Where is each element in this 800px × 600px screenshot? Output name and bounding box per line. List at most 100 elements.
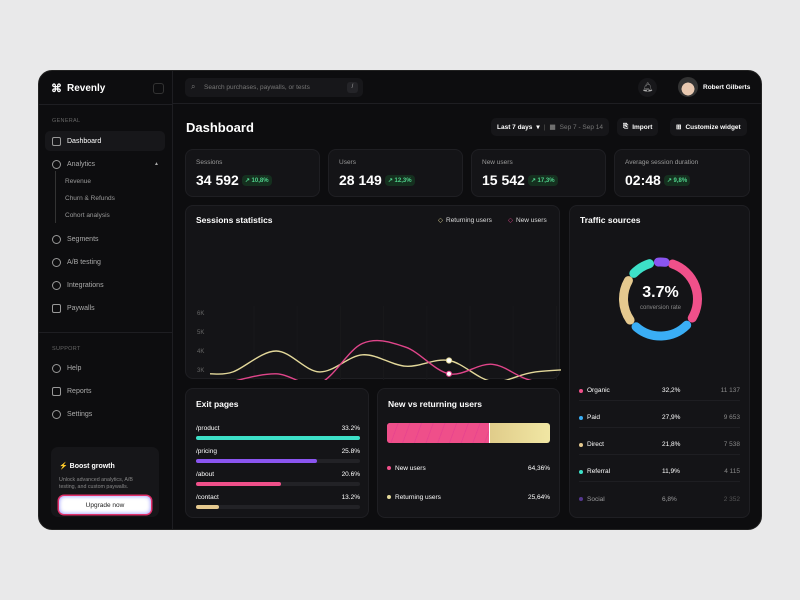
kpi-value: 28 149 ↗ 12,3% [339,172,415,188]
sidebar-item-settings[interactable]: Settings [45,404,165,424]
label: Paywalls [67,304,95,312]
label: Segments [67,235,99,243]
bell-icon[interactable]: 🔔︎ [638,78,657,97]
layout-icon: ⊞ [676,124,682,131]
source-pct: 32,2% [662,387,681,394]
progress-fill [196,482,282,486]
range-select[interactable]: Last 7 days [497,123,533,131]
change-badge: ↗ 12,3% [384,175,415,186]
line-chart: 01K2K3K4K5K6KSep 7Sep 8Sep 9Sep 10Sep 11… [197,306,561,380]
exit-page-row: /about 20.6% [196,471,360,486]
label: Import [632,123,653,131]
donut-slice-direct[interactable] [619,276,635,325]
dot [387,495,391,499]
label: Customize widget [685,123,741,131]
sidebar-sub-revenue[interactable]: Revenue [65,178,92,185]
label: Settings [67,410,93,418]
customize-widget-button[interactable]: ⊞ Customize widget [670,118,747,136]
progress-track [196,505,360,509]
sidebar-item-help[interactable]: Help [45,358,165,378]
label: A/B testing [67,258,101,266]
change-badge: ↗ 10,8% [241,175,272,186]
app-window: ⌘ Revenly GENERAL Dashboard Analytics ▲ Re… [38,70,762,530]
data-point [445,357,453,364]
dot [579,388,583,393]
row-head: /contact 13.2% [196,494,360,501]
sidebar-item-segments[interactable]: Segments [45,229,165,249]
legend-returning[interactable]: ◇ Returning users [438,216,492,225]
date-range-picker[interactable]: Last 7 days ▾ | ▦ Sep 7 - Sep 14 [491,118,609,136]
kpi-sessions: Sessions 34 592 ↗ 10,8% [185,149,320,197]
help-icon [52,363,61,373]
dot [579,415,583,420]
file-icon [52,386,61,396]
source-count: 11 137 [720,387,740,394]
brand[interactable]: ⌘ Revenly [51,83,106,95]
change-badge: ↗ 17,3% [527,175,558,186]
legend-new[interactable]: ◇ New users [508,216,547,225]
dot [579,442,583,447]
gear-icon [52,409,61,419]
source-name: Social [587,495,605,503]
calendar-icon: ▦ [549,124,556,131]
sidebar-item-reports[interactable]: Reports [45,381,165,401]
sessions-chart-card: Sessions statistics ◇ Returning users ◇ Ne… [185,205,561,380]
exit-page-row: /product 33.2% [196,425,360,440]
value: 15 542 [482,172,525,188]
source-name: Direct [587,441,604,448]
source-row: Referral 11,9% 4 115 [579,462,740,482]
value: 64,36% [527,464,550,472]
sidebar-item-paywalls[interactable]: Paywalls [45,298,165,318]
user-name: Robert Gilberts [703,83,751,91]
source-row: Organic 32,2% 11 137 [579,381,740,401]
page-pct: 33.2% [341,425,360,432]
import-icon: ⎘ [623,123,629,130]
kpi-users: Users 28 149 ↗ 12,3% [328,149,463,197]
kpi-value: 34 592 ↗ 10,8% [196,172,272,188]
donut-slice-organic[interactable] [668,259,702,323]
dot [579,469,583,474]
conversion-label: conversion rate [639,305,682,311]
sidebar-item-analytics[interactable]: Analytics ▲ [45,154,165,174]
donut-slice-paid[interactable] [631,320,692,341]
search-input[interactable]: ⌕ Search purchases, paywalls, or tests / [185,78,363,97]
tree-line [55,171,56,223]
import-button[interactable]: ⎘ Import [617,118,659,136]
kpi-label: Average session duration [625,159,699,166]
sidebar-sub-cohort[interactable]: Cohort analysis [65,212,110,219]
legend-marker: ◇ [508,217,513,224]
label: Integrations [67,281,104,289]
donut-slice-referral[interactable] [629,259,654,278]
progress-fill [196,436,360,440]
sidebar-item-ab-testing[interactable]: A/B testing [45,252,165,272]
upgrade-button[interactable]: Upgrade now [59,496,151,515]
collapse-sidebar-button[interactable] [153,83,164,94]
kpi-label: Users [339,159,356,166]
page-pct: 20.6% [341,471,360,478]
page-path: /about [196,471,215,478]
sidebar-item-integrations[interactable]: Integrations [45,275,165,295]
sidebar-item-dashboard[interactable]: Dashboard [45,131,165,151]
label: Returning users [395,493,441,501]
source-name: Paid [587,414,601,421]
date-range: Sep 7 - Sep 14 [559,123,604,131]
progress-fill [196,505,219,509]
series-line-returning-users [209,350,561,380]
source-name: Referral [587,468,611,475]
donut-chart [619,257,702,341]
sidebar-sub-churn[interactable]: Churn & Refunds [65,195,115,202]
source-name: Organic [587,387,610,394]
chart-title: Traffic sources [580,215,641,225]
kpi-value: 15 542 ↗ 17,3% [482,172,558,188]
value: 25,64% [527,493,550,501]
source-pct: 21,8% [662,441,681,448]
user-menu[interactable]: Robert Gilberts [678,77,750,97]
card-title: New vs returning users [388,399,483,409]
search-placeholder: Search purchases, paywalls, or tests [204,84,310,91]
grid-icon [52,136,61,146]
series-line-new-users [235,339,533,380]
page-path: /pricing [196,448,217,455]
page-path: /product [196,425,220,432]
source-count: 7 538 [723,441,740,448]
change-badge: ↗ 9,8% [663,175,691,186]
